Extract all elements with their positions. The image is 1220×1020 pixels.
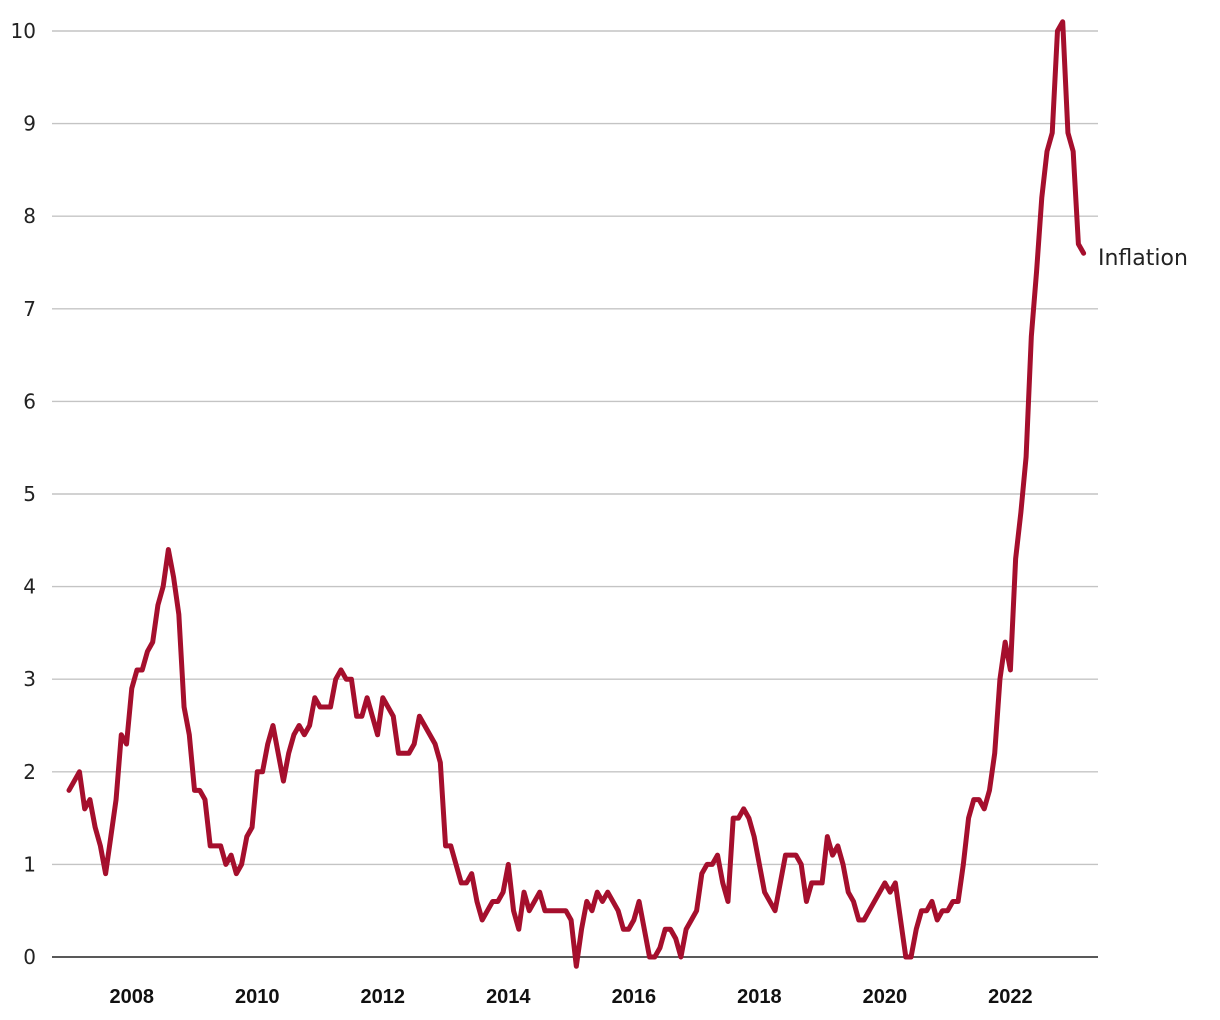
y-tick-label-4: 4 [23, 575, 36, 599]
y-tick-label-5: 5 [23, 482, 36, 506]
y-tick-label-7: 7 [23, 297, 36, 321]
y-axis: 0 1 2 3 4 5 6 7 8 9 10 [11, 19, 36, 969]
x-tick-label-2016: 2016 [612, 986, 657, 1008]
series-label-inflation: Inflation [1098, 246, 1188, 271]
x-tick-label-2008: 2008 [110, 986, 155, 1008]
y-tick-label-10: 10 [11, 19, 36, 43]
x-tick-label-2010: 2010 [235, 986, 280, 1008]
x-tick-label-2020: 2020 [863, 986, 908, 1008]
x-tick-label-2022: 2022 [988, 986, 1033, 1008]
y-tick-label-2: 2 [23, 760, 36, 784]
x-tick-label-2014: 2014 [486, 986, 531, 1008]
y-tick-label-8: 8 [23, 204, 36, 228]
x-tick-label-2018: 2018 [737, 986, 782, 1008]
y-tick-label-0: 0 [23, 945, 36, 969]
y-tick-label-3: 3 [23, 667, 36, 691]
x-tick-label-2012: 2012 [361, 986, 406, 1008]
series-layer: Inflation [66, 19, 1188, 969]
y-tick-label-9: 9 [23, 112, 36, 136]
y-tick-label-1: 1 [23, 852, 36, 876]
x-axis: 2008 2010 2012 2014 2016 2018 2020 2022 [110, 986, 1033, 1008]
series-line-inflation [66, 19, 1087, 969]
y-tick-label-6: 6 [23, 389, 36, 413]
